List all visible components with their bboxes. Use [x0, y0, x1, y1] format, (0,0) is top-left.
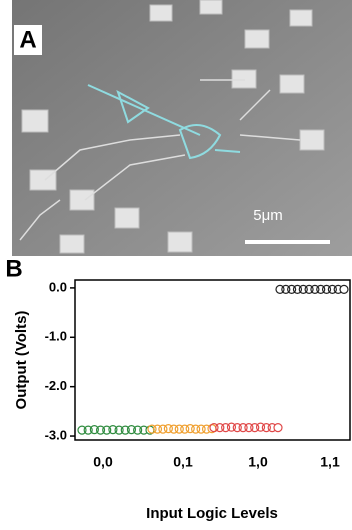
- point: [274, 424, 282, 432]
- x-axis-title: Input Logic Levels: [146, 505, 278, 522]
- panel-label: B: [5, 255, 22, 282]
- y-tick-label: -2.0: [45, 378, 67, 393]
- x-tick-label: 1,1: [320, 454, 340, 470]
- x-tick-label: 1,0: [248, 454, 268, 470]
- plot-frame: [75, 280, 350, 440]
- sem-image: A 5μm: [12, 0, 352, 256]
- y-tick-label: 0.0: [49, 279, 67, 294]
- panel-label: A: [19, 26, 36, 53]
- x-tick-label: 0,0: [93, 454, 113, 470]
- scale-bar-label: 5μm: [253, 207, 282, 224]
- y-tick-label: -1.0: [45, 329, 67, 344]
- y-tick-label: -3.0: [45, 427, 67, 442]
- x-tick-label: 0,1: [173, 454, 193, 470]
- point: [340, 285, 348, 293]
- y-axis-title: Output (Volts): [13, 311, 30, 410]
- figure: A 5μm B Output (Volts) Input Logic Level…: [0, 0, 352, 525]
